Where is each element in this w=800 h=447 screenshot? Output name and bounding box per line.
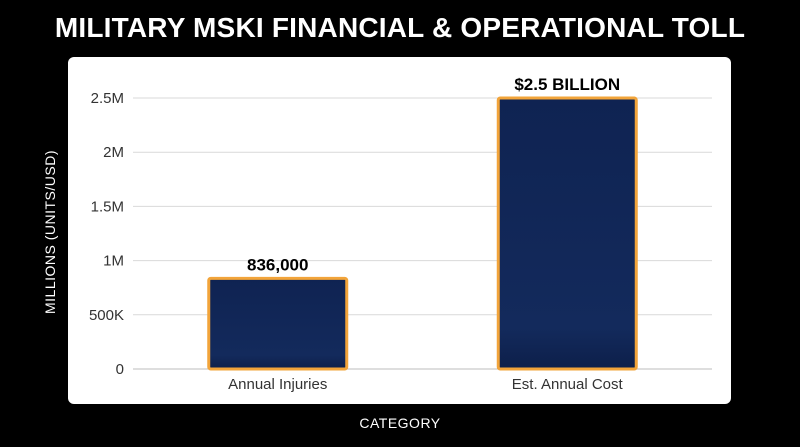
y-tick-label: 1.5M (91, 198, 124, 215)
bar (207, 276, 349, 371)
y-tick-label: 2.5M (91, 90, 124, 107)
x-axis-label: CATEGORY (359, 415, 441, 431)
y-tick-label: 0 (116, 361, 124, 378)
category-labels: Annual Injuries Est. Annual Cost (228, 376, 623, 393)
category-label: Annual Injuries (228, 376, 327, 393)
bar (496, 96, 638, 371)
data-label: 836,000 (247, 255, 308, 274)
y-tick-label: 500K (89, 307, 124, 324)
category-label: Est. Annual Cost (512, 376, 624, 393)
data-labels: 836,000 $2.5 BILLION (247, 75, 620, 274)
chart-title: MILITARY MSKI FINANCIAL & OPERATIONAL TO… (54, 12, 746, 43)
y-tick-labels: 0 500K 1M 1.5M 2M 2.5M (89, 90, 124, 378)
bars (207, 96, 638, 371)
data-label: $2.5 BILLION (514, 75, 620, 94)
y-tick-label: 1M (103, 253, 124, 270)
y-tick-label: 2M (103, 144, 124, 161)
